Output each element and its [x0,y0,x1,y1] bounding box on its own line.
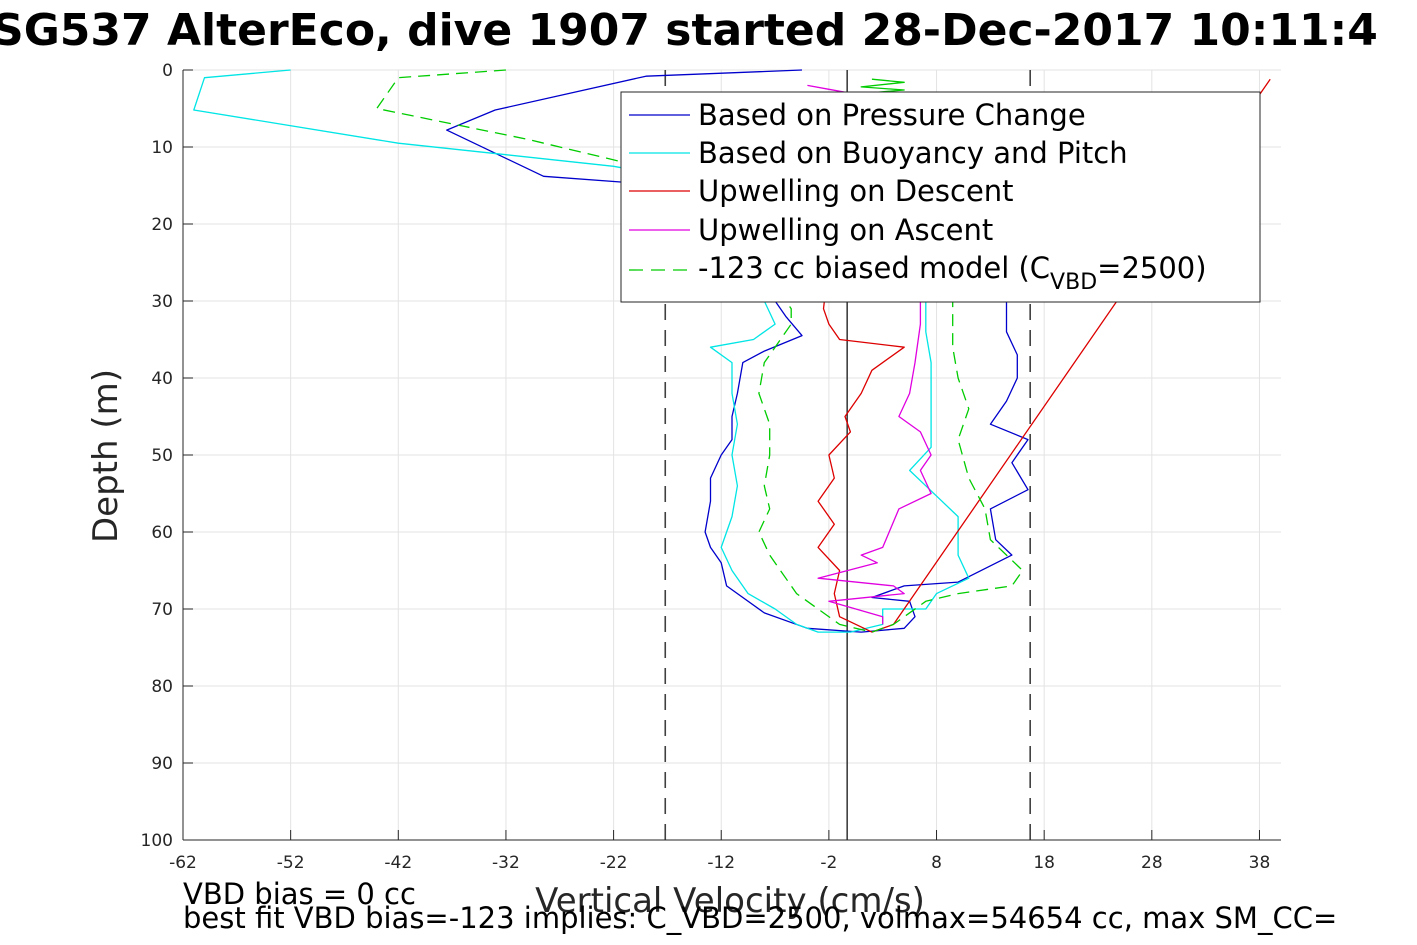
x-tick-label: 18 [1033,853,1055,873]
x-tick-label: 28 [1141,853,1163,873]
x-tick-labels: -62 -52 -42 -32 -22 -12 -2 8 18 28 38 [169,853,1270,873]
y-tick-label: 50 [151,446,173,466]
series-line-model [376,69,1024,633]
series-line-pressure [446,69,1029,633]
y-tick-label: 30 [151,292,173,312]
legend-label-ascent: Upwelling on Ascent [698,213,993,247]
y-tick-label: 10 [151,138,173,158]
legend-model-suffix: =2500) [1097,251,1206,285]
y-tick-label: 80 [151,677,173,697]
x-tick-label: -22 [600,853,628,873]
x-tick-label: -62 [169,853,197,873]
x-tick-label: 38 [1249,853,1271,873]
series-line-model [860,78,905,94]
y-tick-label: 0 [162,61,173,81]
y-tick-labels: 0 10 20 30 40 50 60 70 80 90 100 [141,61,173,851]
chart-title: SG537 AlterEco, dive 1907 started 28-Dec… [0,5,1378,56]
best-fit-note: best fit VBD bias=-123 implies: C_VBD=25… [183,901,1338,935]
legend: Based on Pressure Change Based on Buoyan… [620,91,1261,303]
axes [182,69,1281,841]
x-tick-label: -2 [820,853,837,873]
x-axis-label: Vertical Velocity (cm/s) [535,881,925,921]
y-tick-label: 90 [151,754,173,774]
x-tick-label: -52 [277,853,305,873]
x-tick-label: -12 [707,853,735,873]
y-tick-label: 100 [141,831,173,851]
y-axis-label: Depth (m) [86,369,126,543]
x-tick-label: -42 [384,853,412,873]
y-tick-label: 70 [151,600,173,620]
legend-box [620,91,1261,303]
y-tick-label: 60 [151,523,173,543]
y-tick-label: 20 [151,215,173,235]
y-tick-label: 40 [151,369,173,389]
legend-label-buoyancy: Based on Buoyancy and Pitch [698,136,1128,170]
legend-model-prefix: -123 cc biased model (C [698,251,1050,285]
x-tick-label: -32 [492,853,520,873]
legend-label-pressure: Based on Pressure Change [698,98,1086,132]
vbd-bias-note: VBD bias = 0 cc [183,877,416,911]
legend-model-sub: VBD [1050,270,1097,295]
x-tick-label: 8 [931,853,942,873]
series-line-descent [817,78,1271,633]
legend-label-model: -123 cc biased model (CVBD=2500) [698,251,1207,295]
legend-label-descent: Upwelling on Descent [698,174,1014,208]
